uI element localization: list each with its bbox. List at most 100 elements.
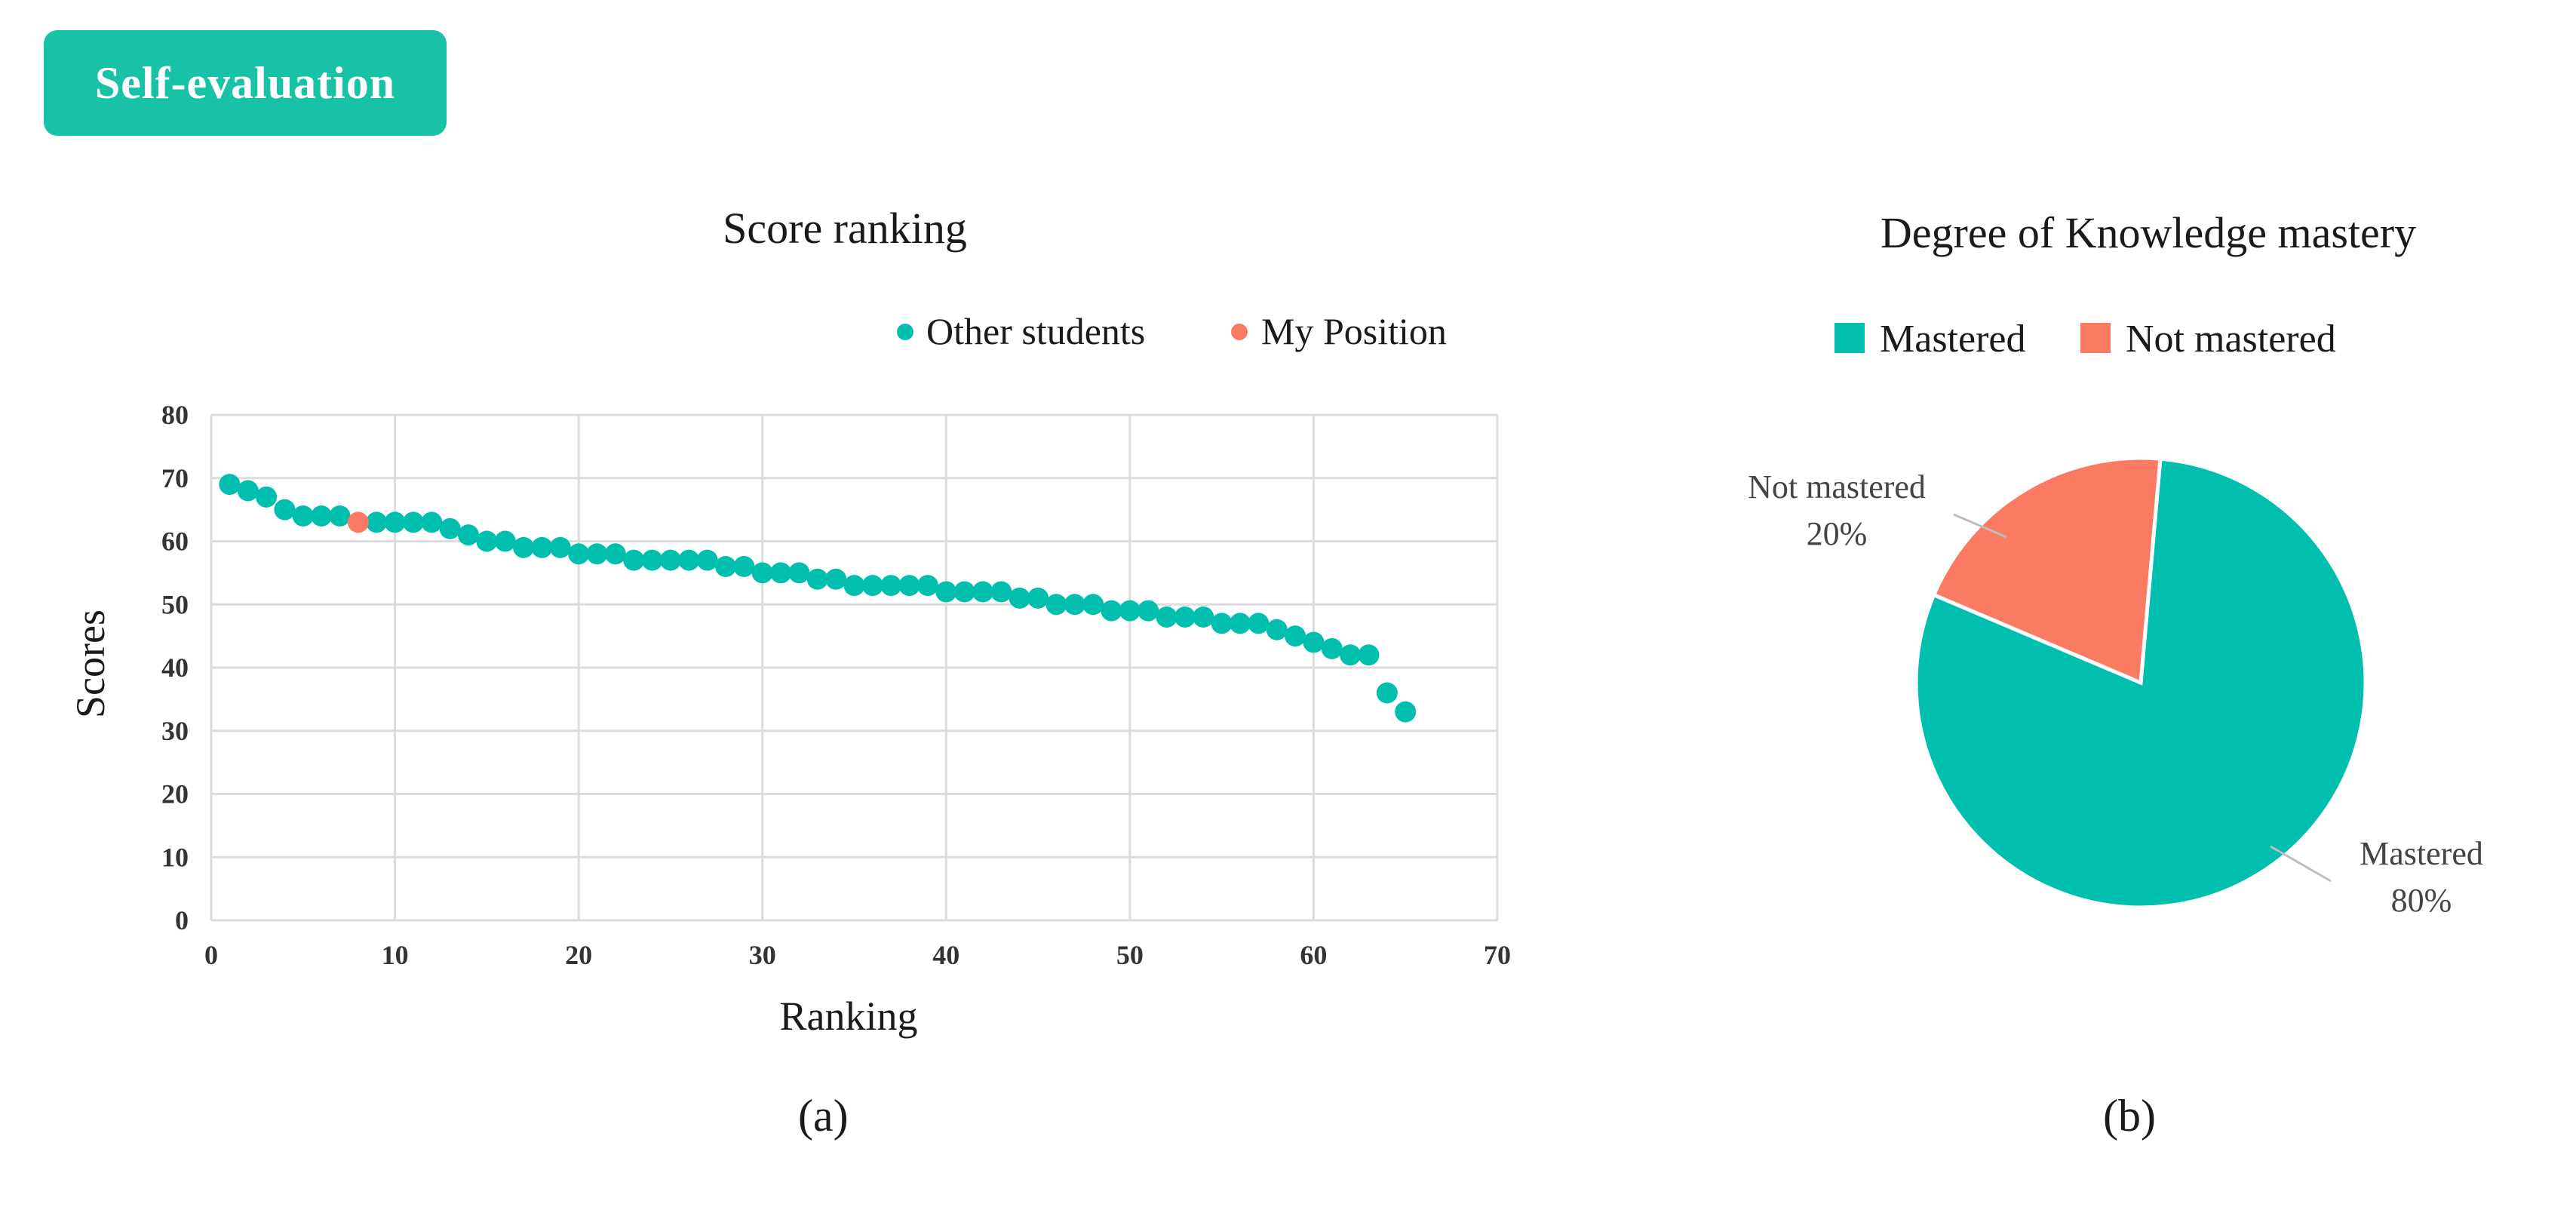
point-other-student [1285, 625, 1306, 647]
x-tick-label: 10 [382, 940, 409, 970]
point-other-student [935, 581, 957, 603]
point-other-student [751, 562, 773, 584]
x-tick-label: 50 [1116, 940, 1144, 970]
y-tick-label: 70 [161, 463, 189, 493]
legend-label-not-mastered: Not mastered [2126, 318, 2336, 361]
point-other-student [1156, 607, 1177, 628]
legend-label-my-position: My Position [1261, 310, 1447, 352]
scatter-y-axis-label: Scores [68, 610, 113, 718]
y-tick-label: 60 [161, 527, 189, 557]
scatter-title: Score ranking [723, 204, 967, 253]
score-ranking-chart: Score ranking Other students My Position… [68, 204, 1511, 1039]
point-other-student [1230, 613, 1251, 634]
point-other-student [880, 575, 902, 597]
y-tick-label: 0 [175, 905, 189, 935]
x-tick-label: 20 [565, 940, 592, 970]
point-other-student [1358, 644, 1380, 666]
point-other-student [898, 575, 920, 597]
point-other-student [439, 517, 461, 539]
y-tick-label: 20 [161, 779, 189, 809]
point-other-student [1321, 637, 1343, 659]
y-tick-label: 50 [161, 589, 189, 619]
legend-marker-my-position [1231, 324, 1248, 340]
leader-line-mastered [2270, 845, 2332, 883]
point-other-student [678, 549, 700, 571]
point-other-student [806, 568, 828, 590]
pie-title: Degree of Knowledge mastery [1881, 208, 2416, 257]
point-other-student [458, 524, 479, 546]
knowledge-mastery-chart: Degree of Knowledge mastery Mastered Not… [1748, 208, 2483, 919]
point-other-student [586, 543, 608, 565]
x-tick-label: 30 [749, 940, 776, 970]
point-other-student [1101, 600, 1122, 622]
point-other-student [825, 568, 847, 590]
legend-marker-other-students [897, 324, 913, 340]
legend-marker-mastered [1835, 323, 1865, 353]
scatter-y-tick-labels: 0 10 20 30 40 50 60 70 80 [161, 400, 189, 935]
scatter-x-axis-label: Ranking [780, 993, 918, 1039]
point-other-student [237, 480, 259, 502]
point-other-student [861, 575, 883, 597]
point-other-student [696, 549, 718, 571]
point-other-student [549, 536, 571, 558]
point-other-student [1376, 682, 1398, 704]
scatter-gridlines [210, 413, 1499, 922]
point-other-student [623, 549, 645, 571]
x-tick-label: 40 [932, 940, 959, 970]
point-other-student [916, 575, 938, 597]
point-other-student [1045, 594, 1067, 616]
point-other-student [788, 562, 810, 584]
x-tick-label: 60 [1300, 940, 1327, 970]
point-other-student [311, 505, 333, 527]
point-other-student [1211, 613, 1233, 634]
point-other-student [256, 486, 278, 508]
point-other-student [1082, 594, 1104, 616]
data-label-not-mastered-value: 20% [1807, 515, 1868, 552]
point-other-student [990, 581, 1012, 603]
point-other-student [1340, 644, 1362, 666]
point-other-student [1395, 701, 1417, 723]
point-other-student [384, 511, 406, 533]
point-other-student [274, 499, 296, 521]
self-evaluation-badge: Self-evaluation [44, 30, 447, 136]
point-other-student [659, 549, 681, 571]
legend-label-mastered: Mastered [1880, 318, 2025, 361]
legend-marker-not-mastered [2080, 323, 2111, 353]
point-other-student [733, 556, 755, 577]
point-other-student [1027, 587, 1049, 609]
y-tick-label: 80 [161, 400, 189, 430]
point-other-student [1138, 600, 1159, 622]
point-other-student [1174, 607, 1196, 628]
data-label-mastered-value: 80% [2391, 882, 2452, 919]
point-other-student [604, 543, 626, 565]
x-tick-label: 70 [1484, 940, 1511, 970]
point-other-student [972, 581, 993, 603]
legend-label-other-students: Other students [926, 310, 1145, 352]
point-my-position [347, 511, 369, 533]
scatter-x-tick-labels: 0 10 20 30 40 50 60 70 [204, 940, 1511, 970]
point-other-student [292, 505, 314, 527]
point-other-student [494, 530, 516, 552]
point-other-student [1303, 631, 1325, 653]
point-other-student [531, 536, 553, 558]
point-other-student [476, 530, 498, 552]
data-label-not-mastered-name: Not mastered [1748, 468, 1926, 505]
point-other-student [513, 536, 535, 558]
point-other-student [1266, 619, 1288, 640]
scatter-points [219, 474, 1417, 723]
point-other-student [1009, 587, 1030, 609]
point-other-student [1119, 600, 1141, 622]
x-tick-label: 0 [204, 940, 218, 970]
point-other-student [402, 511, 424, 533]
y-tick-label: 40 [161, 653, 189, 683]
y-tick-label: 10 [161, 842, 189, 872]
point-other-student [329, 505, 351, 527]
point-other-student [1248, 613, 1270, 634]
point-other-student [366, 511, 388, 533]
pie-slice-not-mastered [1931, 456, 2163, 686]
data-label-mastered-name: Mastered [2360, 835, 2483, 872]
point-other-student [219, 474, 241, 496]
pie-slices [1914, 456, 2368, 910]
point-other-student [1193, 607, 1214, 628]
